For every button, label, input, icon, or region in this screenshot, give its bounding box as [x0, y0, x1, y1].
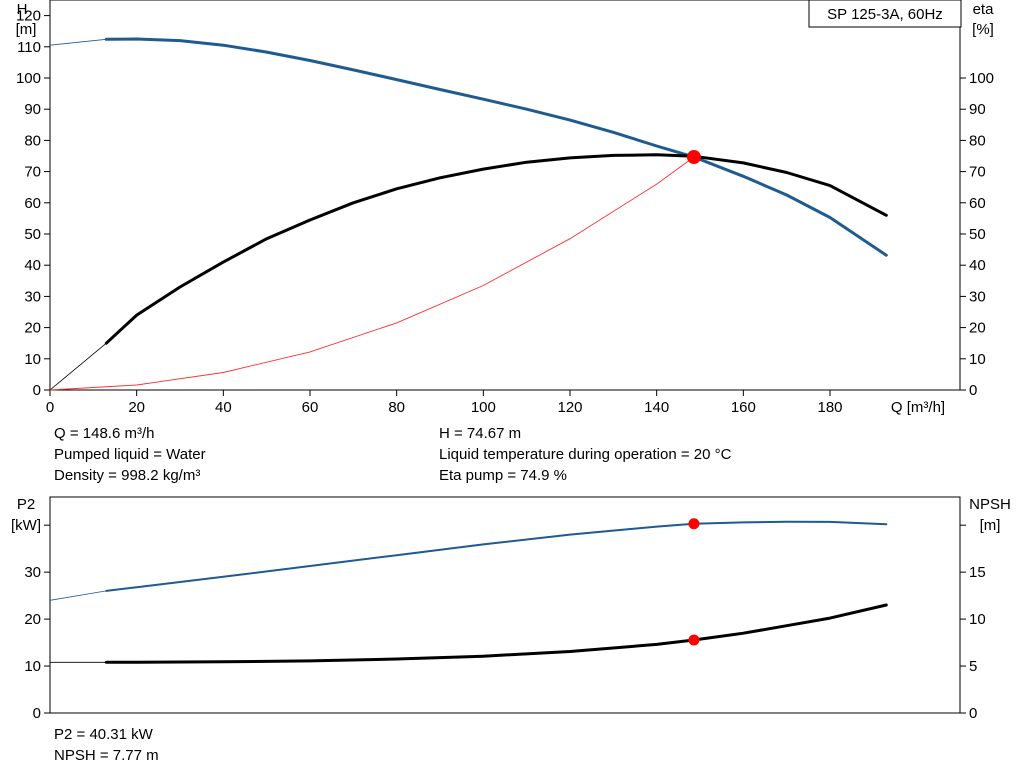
top-chart-series — [49, 37, 888, 391]
top-h-axis-tick-label: 90 — [24, 101, 41, 118]
bottom-operating-point-0 — [688, 518, 700, 530]
bottom-npsh-axis-tick-label: 5 — [969, 658, 977, 675]
info-pumped-liquid: Pumped liquid = Water — [54, 446, 206, 463]
top-eta-axis-tick-label: 30 — [969, 288, 986, 305]
info-npsh: NPSH = 7.77 m — [54, 747, 159, 764]
q-axis-label: Q [m³/h] — [891, 399, 945, 416]
top-eta-axis-tick-label: 0 — [969, 382, 977, 399]
npsh-axis-label: NPSH — [969, 496, 1011, 513]
top-eta-axis-tick-label: 60 — [969, 195, 986, 212]
info-density: Density = 998.2 kg/m³ — [54, 467, 201, 484]
top-chart-axes — [49, 0, 961, 391]
top-eta-axis-tick-label: 20 — [969, 320, 986, 337]
top-plot-frame — [49, 0, 961, 391]
top-h-axis-tick-label: 40 — [24, 257, 41, 274]
top-h-axis-tick-label: 60 — [24, 195, 41, 212]
top-q-axis-tick-label: 60 — [302, 399, 319, 416]
bottom-p2-axis-tick-label: 0 — [33, 705, 41, 722]
eta-axis-unit: [%] — [972, 21, 994, 38]
top-eta-axis-tick-label: 90 — [969, 101, 986, 118]
top-q-axis-tick-label: 160 — [731, 399, 756, 416]
chart-title-box — [808, 0, 962, 28]
bottom-p2-axis-tick-label: 20 — [24, 611, 41, 628]
bottom-p2-axis-tick-label: 30 — [24, 564, 41, 581]
bottom-series-0-line — [105, 520, 888, 592]
top-eta-axis-tick-label: 70 — [969, 164, 986, 181]
top-h-axis-tick-label: 120 — [16, 8, 41, 25]
top-h-axis-tick-label: 80 — [24, 132, 41, 149]
bottom-series-0-lead — [49, 590, 107, 601]
top-eta-axis-tick-label: 40 — [969, 257, 986, 274]
p2-axis-unit: [kW] — [11, 517, 41, 534]
bottom-plot-frame — [49, 496, 961, 714]
top-h-axis-tick-label: 20 — [24, 320, 41, 337]
eta-axis-label: eta — [973, 1, 995, 18]
h-axis-label: H — [17, 1, 28, 18]
bottom-operating-point-1 — [688, 634, 700, 646]
top-system-curve — [49, 156, 695, 391]
top-series-0-lead — [49, 38, 107, 46]
top-chart-ticks: 0 10 20 30 40 50 60 70 80 90 100 110 120 0 10 20 30 40 50 6… — [16, 8, 994, 416]
top-q-axis-tick-label: 40 — [215, 399, 232, 416]
top-q-axis-tick-label: 100 — [471, 399, 496, 416]
top-h-axis-tick-label: 50 — [24, 226, 41, 243]
bottom-chart-ticks: 0 10 20 30 0 5 10 15 — [24, 524, 986, 722]
info-p2: P2 = 40.31 kW — [54, 726, 153, 743]
top-h-axis-tick-label: 100 — [16, 70, 41, 87]
bottom-npsh-axis-tick-label: 10 — [969, 611, 986, 628]
top-q-axis-tick-label: 180 — [817, 399, 842, 416]
top-h-axis-tick-label: 70 — [24, 164, 41, 181]
top-q-axis-tick-label: 140 — [644, 399, 669, 416]
top-eta-axis-tick-label: 10 — [969, 351, 986, 368]
h-axis-unit: [m] — [16, 21, 37, 38]
info-liquid-temperature: Liquid temperature during operation = 20… — [439, 446, 732, 463]
top-series-1-lead — [49, 342, 107, 391]
bottom-series-1-line — [104, 603, 888, 664]
chart-title: SP 125-3A, 60Hz — [827, 6, 943, 23]
top-q-axis-tick-label: 20 — [128, 399, 145, 416]
npsh-axis-unit: [m] — [980, 517, 1001, 534]
info-eta-pump: Eta pump = 74.9 % — [439, 467, 567, 484]
top-q-axis-tick-label: 80 — [388, 399, 405, 416]
top-q-axis-tick-label: 120 — [557, 399, 582, 416]
bottom-chart-series — [49, 518, 888, 664]
info-q: Q = 148.6 m³/h — [54, 425, 155, 442]
top-h-axis-tick-label: 110 — [17, 39, 41, 56]
top-q-axis-tick-label: 0 — [46, 399, 54, 416]
top-h-axis-tick-label: 0 — [33, 382, 41, 399]
top-h-axis-tick-label: 10 — [24, 351, 41, 368]
top-h-axis-tick-label: 30 — [24, 288, 41, 305]
top-series-0-line — [104, 37, 888, 257]
bottom-chart-axes — [49, 496, 961, 714]
p2-axis-label: P2 — [17, 496, 35, 513]
bottom-npsh-axis-tick-label: 0 — [969, 705, 977, 722]
top-eta-axis-tick-label: 50 — [969, 226, 986, 243]
top-operating-point — [686, 150, 701, 165]
info-h: H = 74.67 m — [439, 425, 522, 442]
bottom-p2-axis-tick-label: 10 — [24, 658, 41, 675]
bottom-npsh-axis-tick-label: 15 — [969, 564, 986, 581]
top-series-1-line — [104, 153, 888, 345]
top-eta-axis-tick-label: 80 — [969, 132, 986, 149]
top-eta-axis-tick-label: 100 — [969, 70, 994, 87]
